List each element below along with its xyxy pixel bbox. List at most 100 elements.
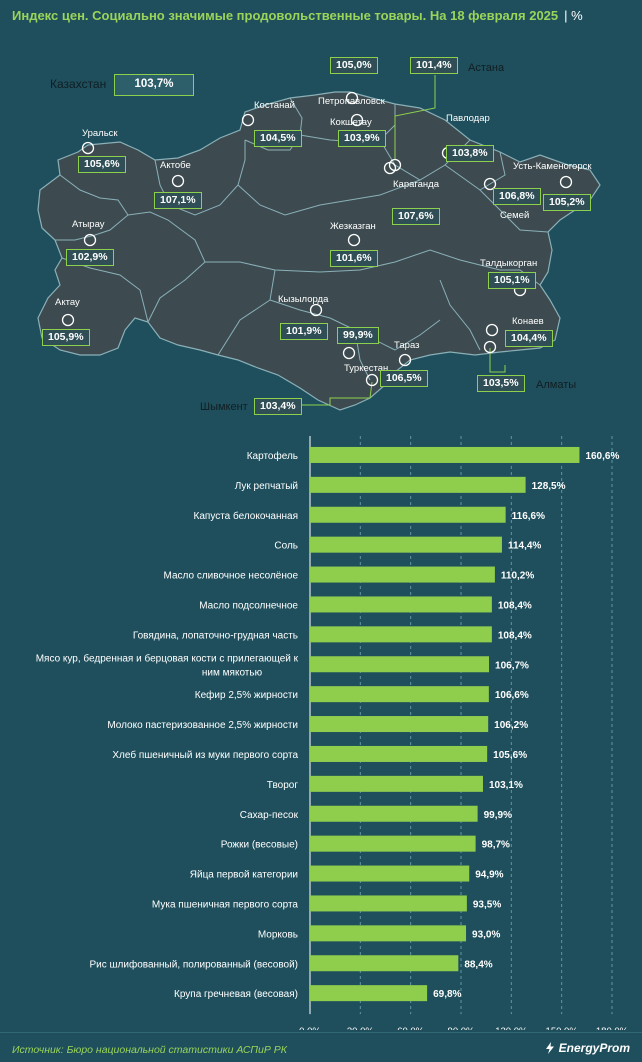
country-outline [37, 91, 601, 411]
bar [310, 835, 476, 852]
bar-value-label: 88,4% [464, 959, 492, 970]
city-marker-atyrau [83, 233, 97, 247]
footer: Источник: Бюро национальной статистики А… [0, 1032, 642, 1062]
category-label: Сахар-песок [240, 810, 299, 821]
city-marker-aktobe [171, 174, 185, 188]
bar [310, 985, 428, 1002]
region-name-turkestan: Туркестан [344, 363, 389, 374]
city-marker-shymkent [365, 373, 379, 387]
bar [310, 596, 492, 613]
region-value-zhezkazgan: 101,6% [330, 250, 378, 267]
bar [310, 476, 526, 493]
category-label: Картофель [247, 450, 298, 462]
city-marker-karaganda [383, 161, 397, 175]
bar [310, 895, 467, 912]
city-markers [61, 91, 573, 387]
region-value-kostanay: 104,5% [254, 130, 302, 147]
x-tick-label: 60,0% [397, 1026, 424, 1030]
region-name-uralsk: Уральск [82, 128, 118, 139]
region-name-kyzylorda: Кызылорда [278, 294, 329, 305]
bar-value-label: 105,6% [493, 750, 527, 761]
region-borders [55, 97, 549, 381]
category-label: Кефир 2,5% жирности [195, 689, 298, 701]
bar [310, 626, 492, 643]
region-name-zhezkazgan: Жезказган [330, 221, 376, 232]
category-label: Масло сливочное несолёное [164, 571, 299, 582]
category-label: Яйца первой категории [190, 870, 298, 881]
region-name-karaganda: Караганда [393, 179, 439, 190]
category-label: Рожки (весовые) [221, 840, 298, 851]
region-value-ust-kamenogorsk: 105,2% [543, 194, 591, 211]
region-name-aktau: Актау [55, 297, 80, 308]
bar [310, 656, 490, 673]
x-tick-label: 180,0% [596, 1026, 629, 1030]
connector-lines [300, 75, 506, 406]
bar-value-label: 93,0% [472, 929, 500, 940]
bar [310, 446, 580, 463]
bar-value-label: 69,8% [433, 989, 461, 1000]
bar [310, 686, 489, 703]
region-name-shymkent: Шымкент [200, 401, 248, 413]
region-name-atyrau: Атырау [72, 219, 105, 230]
city-marker-petropavlovsk [345, 91, 359, 105]
region-value-almaty: 103,5% [477, 375, 525, 392]
region-name-taraz: Тараз [394, 340, 420, 351]
region-value-turkestan: 99,9% [337, 327, 379, 344]
city-marker-zhezkazgan [347, 233, 361, 247]
region-value-taldykorgan: 105,1% [488, 272, 536, 289]
bar-value-label: 99,9% [484, 810, 512, 821]
category-label: Лук репчатый [235, 481, 298, 492]
category-label: Хлеб пшеничный из муки первого сорта [112, 749, 298, 761]
bar-value-label: 114,4% [508, 541, 541, 552]
x-tick-label: 150,0% [546, 1026, 579, 1030]
x-tick-label: 30,0% [347, 1026, 374, 1030]
region-value-petropavlovsk: 105,0% [330, 57, 378, 74]
bar [310, 506, 506, 523]
region-value-kyzylorda: 101,9% [280, 323, 328, 340]
title-unit-sep: | [564, 8, 568, 23]
category-label: Рис шлифованный, полированный (весовой) [89, 958, 298, 970]
brand-bolt-icon [545, 1042, 554, 1054]
city-marker-aktau [61, 313, 75, 327]
title-unit: % [571, 8, 583, 23]
region-value-shymkent: 103,4% [254, 398, 302, 415]
bar [310, 566, 495, 583]
bar-value-label: 98,7% [482, 840, 510, 851]
bar-value-label: 160,6% [585, 451, 619, 462]
category-label: Мясо кур, бедренная и берцовая кости с п… [36, 652, 299, 678]
bar-value-label: 93,5% [473, 899, 501, 910]
region-value-aktau: 105,9% [42, 329, 90, 346]
chart-svg: 0,0% 30,0% 60,0% 90,0% 120,0% 150,0% 180,0% 160… [36, 436, 629, 1037]
category-label: Мука пшеничная первого сорта [152, 899, 299, 910]
region-name-petropavlovsk: Петропавловск [318, 96, 385, 107]
city-marker-almaty [483, 340, 497, 354]
title-text: Индекс цен. Социально значимые продоволь… [12, 8, 559, 23]
region-value-uralsk: 105,6% [78, 156, 126, 173]
region-value-kokshetau: 103,9% [338, 130, 386, 147]
bar [310, 865, 470, 882]
bar-value-label: 110,2% [501, 571, 534, 582]
map-svg [37, 75, 601, 411]
region-value-aktobe: 107,1% [154, 192, 202, 209]
region-name-konaev: Конаев [512, 316, 544, 327]
kazakhstan-map: Казахстан 103,7% Уральск 105,6% Актобе 107,… [0, 40, 642, 430]
region-value-atyrau: 102,9% [66, 249, 114, 266]
bar [310, 745, 488, 762]
city-marker-taraz [398, 353, 412, 367]
bar-value-label: 108,4% [498, 600, 532, 611]
bar [310, 925, 467, 942]
bar-value-label: 103,1% [489, 780, 523, 791]
region-name-ust-kamenogorsk: Усть-Каменогорск [513, 161, 592, 172]
category-label: Молоко пастеризованное 2,5% жирности [107, 720, 298, 731]
region-value-taraz: 106,5% [380, 370, 428, 387]
category-label: Масло подсолнечное [199, 600, 298, 611]
category-label: Творог [267, 780, 299, 791]
region-name-almaty: Алматы [536, 379, 577, 391]
bar-value-label: 106,2% [494, 720, 528, 731]
city-marker-ust-kamenogorsk [559, 175, 573, 189]
footer-divider [0, 1032, 642, 1033]
city-marker-turkestan [342, 346, 356, 360]
region-value-semey: 106,8% [493, 188, 541, 205]
region-name-pavlodar: Павлодар [446, 113, 490, 124]
